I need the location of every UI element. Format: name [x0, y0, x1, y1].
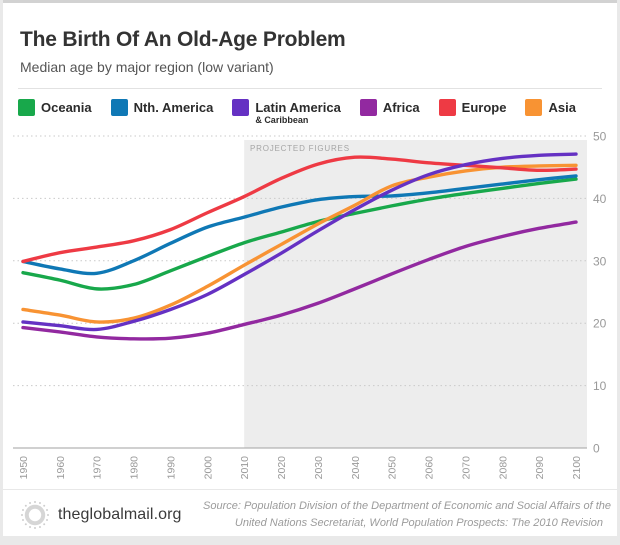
logo-dot	[47, 514, 49, 516]
legend-swatch	[525, 99, 543, 116]
series-line-oceania	[21, 177, 578, 291]
legend-swatch	[110, 99, 128, 116]
legend-item-latin-america[interactable]: Latin America & Caribbean	[232, 99, 341, 125]
brand[interactable]: theglobalmail.org	[20, 500, 182, 530]
logo-dot	[24, 523, 27, 526]
chart-card: The Birth Of An Old-Age Problem Median a…	[3, 0, 617, 536]
projected-figures-label: PROJECTED FIGURES	[250, 144, 350, 153]
x-tick-label-2030: 2030	[313, 456, 325, 480]
series-line-europe	[21, 155, 578, 264]
legend-label: Africa	[382, 100, 420, 115]
projected-region	[244, 140, 587, 448]
x-tick-label-2050: 2050	[387, 456, 399, 480]
logo-dot	[38, 501, 41, 504]
page-title: The Birth Of An Old-Age Problem	[20, 28, 346, 51]
legend-swatch	[359, 99, 377, 116]
brand-name: theglobalmail.org	[58, 506, 182, 523]
legend-label: Europe	[461, 100, 507, 115]
logo-dot	[24, 504, 27, 507]
y-tick-label-30: 30	[593, 254, 607, 268]
logo-dot	[43, 504, 46, 507]
legend-sublabel: & Caribbean	[255, 115, 309, 125]
legend-label: Latin America	[255, 100, 341, 115]
legend-label: Asia	[548, 100, 576, 115]
legend-item-oceania[interactable]: Oceania	[18, 99, 92, 116]
y-tick-label-50: 50	[593, 130, 607, 144]
y-tick-label-0: 0	[593, 442, 600, 456]
series-line-asia	[21, 163, 578, 324]
series-line-nth-america	[21, 174, 578, 276]
globalmail-logo-icon	[21, 501, 49, 529]
logo-dot	[21, 514, 23, 516]
x-tick-label-1990: 1990	[165, 456, 177, 480]
x-tick-label-2000: 2000	[202, 456, 214, 480]
source-attribution: Source: Population Division of the Depar…	[203, 498, 612, 531]
logo-dot	[21, 518, 24, 521]
x-tick-label-2080: 2080	[497, 456, 509, 480]
logo-dot	[34, 501, 36, 503]
logo-dot	[21, 509, 24, 512]
footer: theglobalmail.org Source: Population Div…	[3, 489, 617, 540]
x-tick-label-1950: 1950	[18, 456, 30, 480]
y-tick-label-10: 10	[593, 379, 607, 393]
x-tick-label-1970: 1970	[92, 456, 104, 480]
legend-swatch	[232, 99, 250, 116]
x-tick-label-2090: 2090	[534, 456, 546, 480]
x-tick-label-2100: 2100	[571, 456, 583, 480]
legend-item-africa[interactable]: Africa	[359, 99, 420, 116]
legend-swatch	[438, 99, 456, 116]
y-tick-label-40: 40	[593, 192, 607, 206]
y-tick-label-20: 20	[593, 317, 607, 331]
source-line-2: United Nations Secretariat, World Popula…	[234, 516, 603, 529]
logo-dot	[46, 509, 49, 512]
series-line-latin-america-caribbean	[21, 152, 578, 332]
legend: Oceania Nth. America Latin America & Caribb…	[18, 99, 607, 125]
x-tick-label-2060: 2060	[424, 456, 436, 480]
logo-dot	[43, 523, 46, 526]
header-divider	[18, 88, 602, 89]
source-line-1: Source: Population Division of the Depar…	[203, 500, 612, 512]
x-tick-label-2070: 2070	[460, 456, 472, 480]
logo-dot	[38, 526, 41, 529]
logo-dot	[46, 518, 49, 521]
legend-item-asia[interactable]: Asia	[525, 99, 576, 116]
x-tick-label-2020: 2020	[276, 456, 288, 480]
chart: 0 10 20 30 40 50 1950 1960 1970 1980 1990 2000 2010 2…	[3, 128, 617, 493]
logo-dot	[29, 526, 32, 529]
legend-item-nth-america[interactable]: Nth. America	[110, 99, 214, 116]
x-tick-label-1960: 1960	[55, 456, 67, 480]
logo-dot	[34, 527, 36, 529]
legend-label: Nth. America	[133, 100, 214, 115]
x-tick-label-1980: 1980	[129, 456, 141, 480]
legend-label: Oceania	[41, 100, 92, 115]
page-subtitle: Median age by major region (low variant)	[20, 59, 274, 75]
x-tick-label-2040: 2040	[350, 456, 362, 480]
x-tick-label-2010: 2010	[239, 456, 251, 480]
logo-dot	[29, 501, 32, 504]
legend-item-europe[interactable]: Europe	[438, 99, 507, 116]
legend-swatch	[18, 99, 35, 116]
series-line-africa	[21, 220, 578, 341]
